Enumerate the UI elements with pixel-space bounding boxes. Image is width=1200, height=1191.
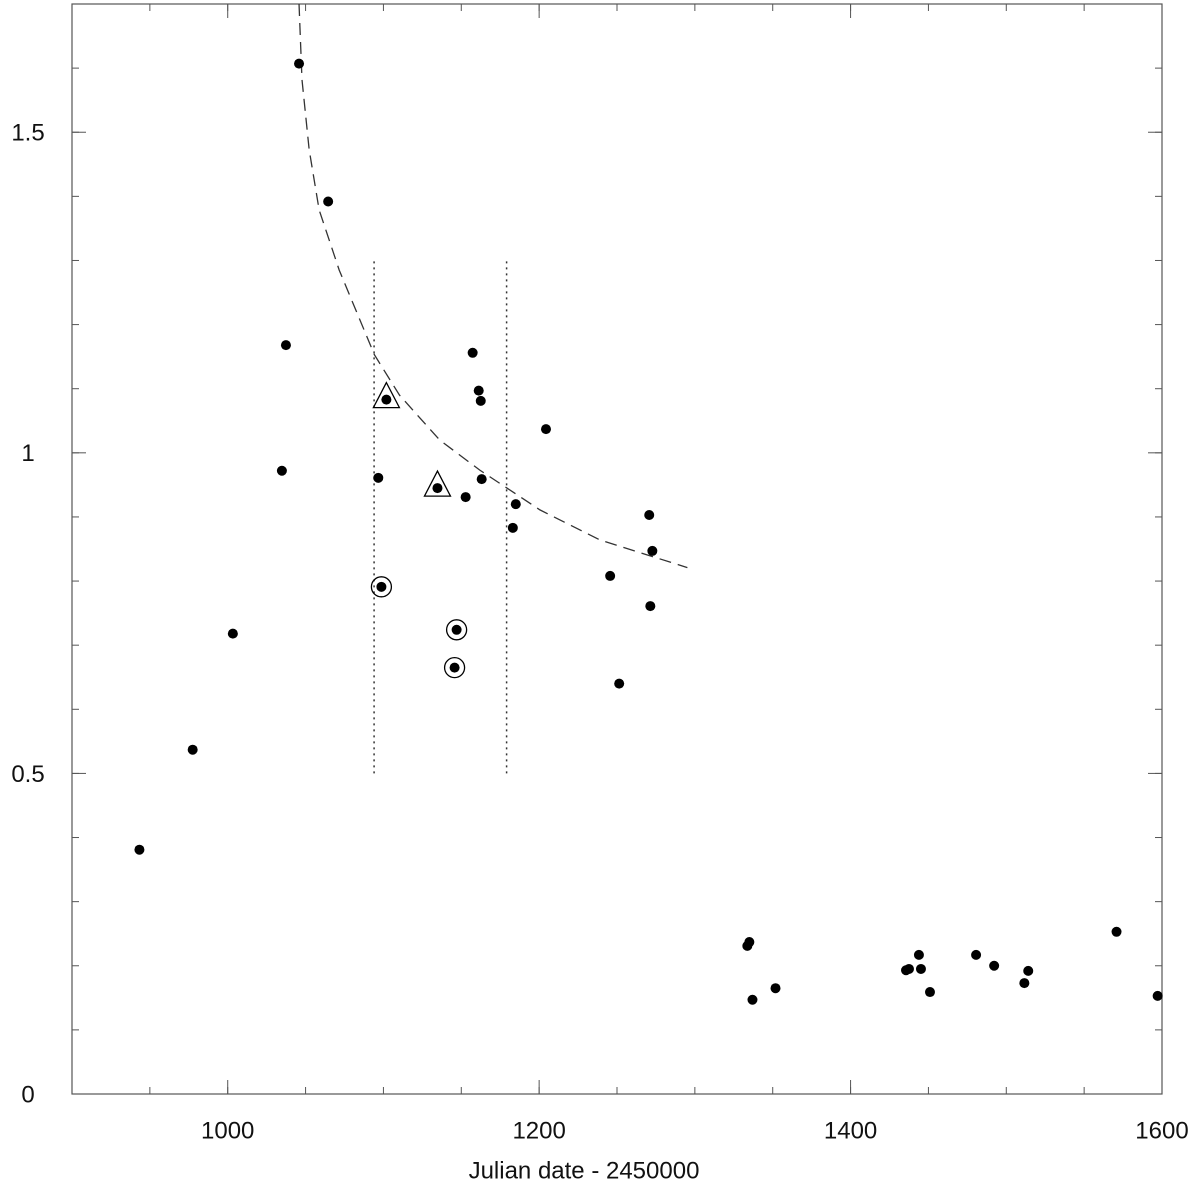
data-point <box>647 545 658 556</box>
data-point <box>644 510 655 521</box>
data-point <box>187 744 198 755</box>
data-point <box>510 499 521 510</box>
data-point <box>475 395 486 406</box>
data-point <box>373 472 384 483</box>
data-point <box>1023 965 1034 976</box>
data-point <box>1111 926 1122 937</box>
x-tick-label: 1400 <box>824 1117 877 1144</box>
x-axis-label: Julian date - 2450000 <box>469 1157 700 1184</box>
y-tick-label: 1.5 <box>11 120 44 147</box>
data-point <box>476 474 487 485</box>
data-point <box>467 347 478 358</box>
data-point <box>924 987 935 998</box>
data-point <box>744 937 755 948</box>
data-point <box>605 570 616 581</box>
data-point <box>915 963 926 974</box>
data-point <box>449 662 460 673</box>
data-point <box>276 465 287 476</box>
circle-marker <box>370 576 393 598</box>
data-point <box>227 628 238 639</box>
data-point <box>507 522 518 533</box>
data-point <box>381 394 392 405</box>
circle-marker <box>445 619 468 641</box>
y-tick-label: 1 <box>21 440 34 467</box>
data-point <box>432 483 443 494</box>
plot-frame <box>71 3 1163 1095</box>
data-point <box>540 424 551 435</box>
data-point <box>376 581 387 592</box>
data-point <box>134 844 145 855</box>
data-point <box>747 994 758 1005</box>
data-point <box>460 492 471 503</box>
data-point <box>473 385 484 396</box>
fit-curve <box>298 3 688 569</box>
data-point <box>989 960 1000 971</box>
data-point <box>645 601 656 612</box>
data-point <box>451 624 462 635</box>
data-point <box>913 949 924 960</box>
circle-marker <box>443 656 466 679</box>
x-tick-label: 1000 <box>201 1117 254 1144</box>
data-point <box>770 983 781 994</box>
data-point <box>903 963 914 974</box>
data-point <box>971 949 982 960</box>
data-point <box>280 340 291 351</box>
x-tick-label: 1600 <box>1135 1117 1188 1144</box>
y-tick-label: 0 <box>21 1081 34 1108</box>
y-tick-label: 0.5 <box>11 761 44 788</box>
data-point <box>294 58 305 69</box>
data-point <box>1019 978 1030 989</box>
data-point <box>323 196 334 207</box>
data-point <box>614 678 625 689</box>
triangle-marker <box>372 381 401 409</box>
triangle-marker <box>423 469 452 497</box>
x-tick-label: 1200 <box>512 1117 565 1144</box>
data-point <box>1152 990 1163 1001</box>
